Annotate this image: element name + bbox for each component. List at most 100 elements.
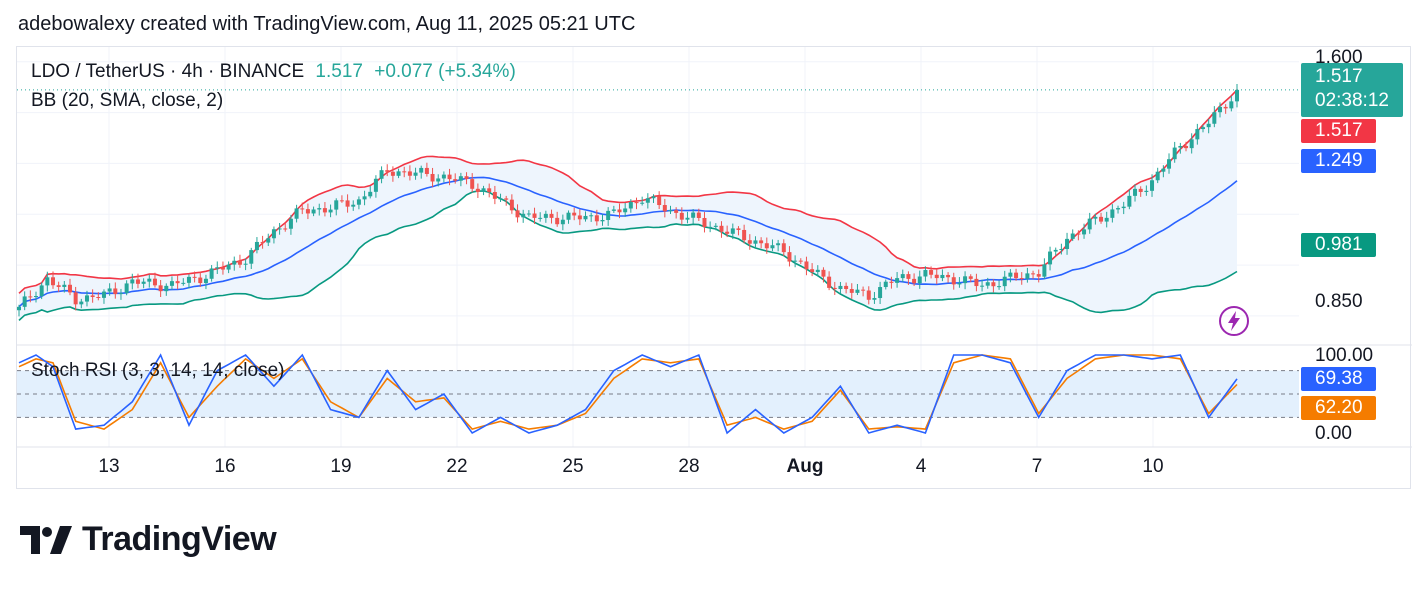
candle-body (130, 279, 135, 284)
candle-body (662, 205, 667, 212)
candle-body (430, 173, 435, 182)
candle-body (458, 176, 463, 181)
candle-body (198, 277, 203, 284)
candle-body (725, 231, 730, 234)
candle-body (334, 200, 339, 210)
candle-body (124, 283, 129, 294)
candle-body (572, 212, 577, 216)
time-axis-label: 7 (1031, 456, 1043, 477)
candle-body (487, 188, 492, 193)
candle-body (849, 289, 854, 293)
candle-body (271, 229, 276, 239)
candle-body (1104, 217, 1109, 222)
candle-body (719, 225, 724, 232)
candle-body (1218, 106, 1223, 113)
candle-body (957, 283, 962, 285)
chart-canvas[interactable] (17, 47, 1412, 490)
last-price-tag: 1.517 02:38:12 (1301, 63, 1403, 117)
candle-body (1008, 272, 1013, 277)
candle-body (560, 219, 565, 225)
candle-body (39, 285, 44, 297)
symbol-name: LDO / TetherUS · 4h · BINANCE (31, 61, 305, 82)
candle-body (1138, 188, 1143, 192)
bb-legend[interactable]: BB (20, SMA, close, 2) (31, 90, 224, 111)
chart-frame[interactable]: LDO / TetherUS · 4h · BINANCE 1.517 +0.0… (16, 46, 1412, 490)
candle-body (634, 202, 639, 204)
bollinger-band-fill (19, 89, 1237, 321)
candle-body (577, 215, 582, 220)
candle-body (968, 276, 973, 279)
candle-body (549, 213, 554, 218)
candle-body (730, 228, 735, 234)
bb-upper-tag: 1.517 (1301, 119, 1376, 143)
candle-body (475, 188, 480, 192)
candle-body (107, 288, 112, 292)
candle-body (742, 229, 747, 241)
candle-body (566, 212, 571, 220)
candle-body (844, 285, 849, 290)
candle-body (492, 192, 497, 199)
candle-body (538, 217, 543, 219)
candle-body (1110, 209, 1115, 218)
candle-body (62, 284, 67, 287)
candle-body (832, 287, 837, 290)
candle-body (1195, 129, 1200, 140)
bar-countdown: 02:38:12 (1315, 90, 1389, 111)
candle-body (56, 285, 61, 287)
candle-body (855, 289, 860, 293)
candle-body (1150, 180, 1155, 191)
time-axis-label: 16 (214, 456, 236, 477)
candle-body (300, 208, 305, 210)
lightning-icon[interactable] (1218, 305, 1250, 337)
time-axis-label: 28 (678, 456, 700, 477)
candle-body (974, 278, 979, 287)
candle-body (515, 210, 520, 218)
candle-body (424, 167, 429, 174)
candle-body (872, 298, 877, 300)
candle-body (940, 274, 945, 279)
candle-body (96, 297, 101, 299)
candle-body (1053, 249, 1058, 252)
candle-body (1155, 171, 1160, 181)
candle-body (793, 260, 798, 262)
candle-body (702, 217, 707, 227)
symbol-legend[interactable]: LDO / TetherUS · 4h · BINANCE 1.517 +0.0… (31, 61, 516, 83)
candle-body (521, 213, 526, 218)
candle-body (526, 213, 531, 215)
candle-body (555, 217, 560, 225)
time-axis-label: 4 (915, 456, 927, 477)
time-axis-label: 13 (98, 456, 120, 477)
candle-body (209, 268, 214, 279)
candle-body (317, 208, 322, 210)
candle-body (1019, 278, 1024, 280)
candle-body (991, 282, 996, 287)
candle-body (345, 200, 350, 207)
candle-body (470, 179, 475, 189)
bb-basis-tag: 1.249 (1301, 149, 1376, 173)
bollinger-basis-line (18, 176, 1238, 308)
candle-body (929, 270, 934, 275)
stoch-d-tag: 62.20 (1301, 396, 1376, 420)
candle-body (764, 243, 769, 249)
stoch-rsi-legend[interactable]: Stoch RSI (3, 3, 14, 14, close) (31, 360, 285, 381)
time-axis-label: 10 (1142, 456, 1164, 477)
tradingview-logo[interactable]: TradingView (20, 520, 277, 559)
candle-body (617, 209, 622, 213)
candle-body (441, 174, 446, 179)
osc-tick-top: 100.00 (1315, 345, 1374, 366)
candle-body (407, 171, 412, 176)
candle-body (328, 209, 333, 213)
candle-body (294, 208, 299, 219)
candle-body (147, 278, 152, 282)
candle-body (759, 240, 764, 244)
candle-body (1184, 146, 1189, 149)
candle-body (17, 306, 21, 311)
candle-body (28, 296, 33, 298)
candle-body (776, 243, 781, 246)
candle-body (118, 293, 123, 295)
candle-body (532, 213, 537, 218)
candle-body (1178, 146, 1183, 148)
candle-body (1025, 273, 1030, 279)
candle-body (368, 191, 373, 197)
price-tick-low: 0.850 (1315, 291, 1363, 312)
